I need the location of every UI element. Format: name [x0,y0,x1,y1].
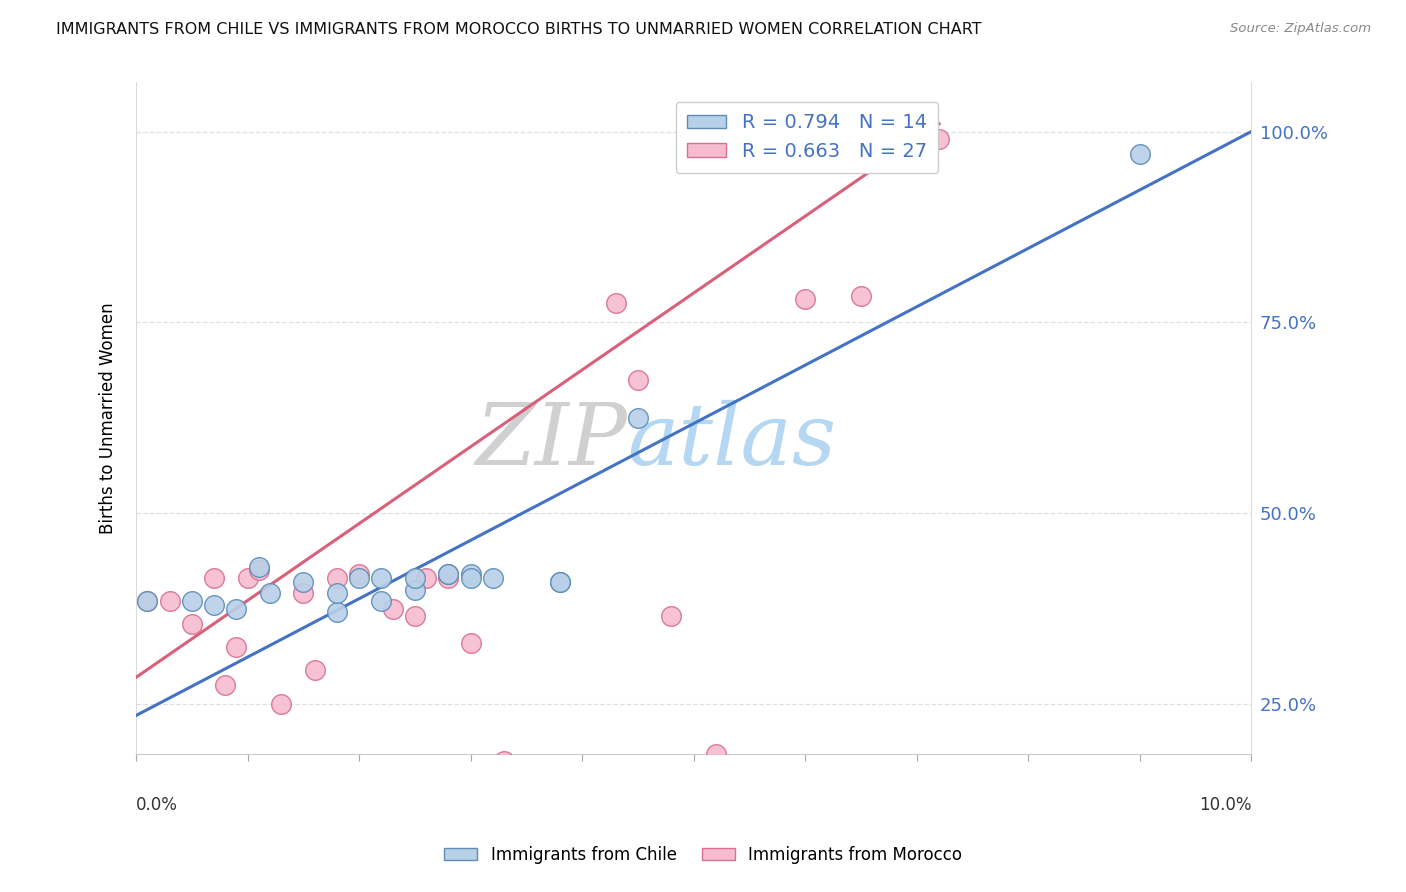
Text: IMMIGRANTS FROM CHILE VS IMMIGRANTS FROM MOROCCO BIRTHS TO UNMARRIED WOMEN CORRE: IMMIGRANTS FROM CHILE VS IMMIGRANTS FROM… [56,22,981,37]
Point [326,571,349,585]
Point [180,616,202,631]
Point [704,747,727,761]
Point [292,574,315,589]
Point [202,571,225,585]
Point [415,571,437,585]
Point [548,770,571,784]
Point [347,571,370,585]
Point [437,567,460,582]
Legend: R = 0.794   N = 14, R = 0.663   N = 27: R = 0.794 N = 14, R = 0.663 N = 27 [676,102,938,173]
Point [437,567,460,582]
Point [136,594,159,608]
Point [180,594,202,608]
Point [247,559,270,574]
Point [661,609,683,624]
Point [381,601,404,615]
Point [494,754,516,768]
Point [214,678,236,692]
Point [404,582,426,597]
Point [460,567,482,582]
Text: 10.0%: 10.0% [1199,796,1251,814]
Point [437,571,460,585]
Point [236,571,259,585]
Point [548,574,571,589]
Point [627,410,650,425]
Point [460,571,482,585]
Point [304,663,326,677]
Text: 0.0%: 0.0% [136,796,179,814]
Point [1129,147,1152,161]
Point [326,606,349,620]
Point [225,640,247,654]
Point [247,563,270,577]
Y-axis label: Births to Unmarried Women: Births to Unmarried Women [100,302,117,533]
Point [928,132,950,146]
Point [370,571,392,585]
Point [794,293,817,307]
Text: ZIP: ZIP [475,400,627,483]
Point [136,594,159,608]
Point [270,697,292,711]
Point [159,594,181,608]
Point [292,586,315,600]
Point [347,567,370,582]
Text: atlas: atlas [627,400,837,483]
Point [605,296,627,310]
Point [627,373,650,387]
Point [460,636,482,650]
Point [259,586,281,600]
Point [548,574,571,589]
Point [326,586,349,600]
Point [202,598,225,612]
Point [404,571,426,585]
Point [225,601,247,615]
Point [404,609,426,624]
Point [370,594,392,608]
Text: Source: ZipAtlas.com: Source: ZipAtlas.com [1230,22,1371,36]
Point [849,288,872,302]
Legend: Immigrants from Chile, Immigrants from Morocco: Immigrants from Chile, Immigrants from M… [437,839,969,871]
Point [482,571,505,585]
